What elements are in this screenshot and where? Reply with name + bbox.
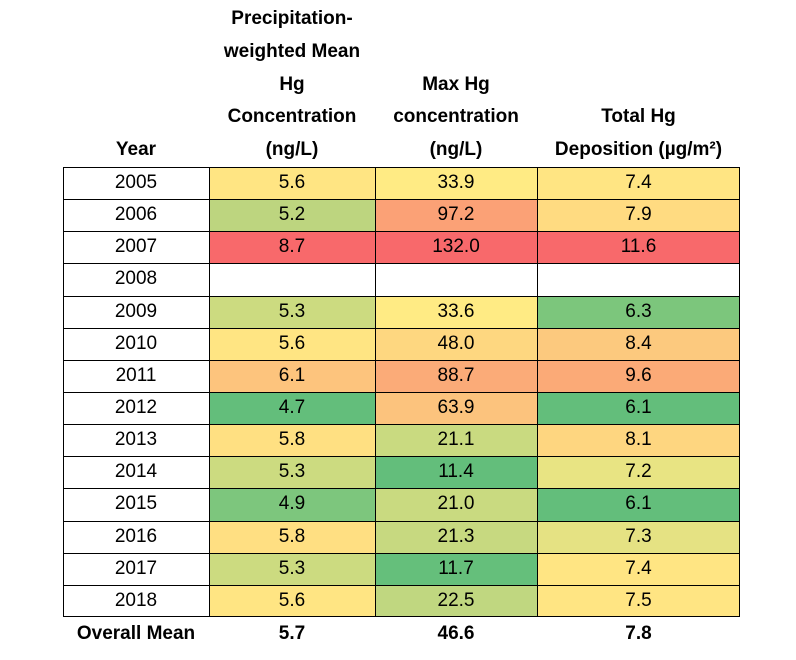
row-border [63,328,740,329]
deposition-cell: 11.6 [537,231,740,264]
mean-concentration-cell: 6.1 [209,359,375,392]
column-border [63,167,64,617]
year-cell: 2008 [114,268,158,290]
footer-max-value: 46.6 [437,623,475,644]
max-concentration-cell: 132.0 [375,231,537,264]
max-concentration-cell: 33.6 [375,295,537,328]
year-cell: 2016 [114,525,158,547]
mean-concentration-cell: 5.6 [209,167,375,200]
max-concentration-cell: 97.2 [375,199,537,232]
mean-concentration-cell: 5.2 [209,199,375,232]
mean-concentration-cell: 4.7 [209,392,375,425]
row-border [63,488,740,489]
column-border [537,167,538,617]
year-cell: 2017 [114,557,158,579]
row-border [63,231,740,232]
mean-concentration-cell: 5.6 [209,584,375,617]
year-cell: 2012 [114,397,158,419]
deposition-cell: 8.4 [537,327,740,360]
row-border [63,585,740,586]
row-border [63,521,740,522]
header-mean-concentration: Precipitation- weighted Mean Hg Concentr… [223,8,361,161]
max-concentration-cell: 33.9 [375,167,537,200]
row-border [63,456,740,457]
max-concentration-cell: 11.4 [375,456,537,489]
footer-mean-value: 5.7 [278,623,306,644]
year-cell: 2015 [114,493,158,515]
max-concentration-cell: 22.5 [375,584,537,617]
row-border [63,392,740,393]
year-cell: 2018 [114,589,158,611]
mean-concentration-cell [209,263,375,296]
row-border [63,424,740,425]
mean-concentration-cell: 5.8 [209,424,375,457]
deposition-cell [537,263,740,296]
header-max-concentration: Max Hg concentration (ng/L) [393,73,519,161]
deposition-cell: 7.2 [537,456,740,489]
max-concentration-cell: 88.7 [375,359,537,392]
deposition-cell: 9.6 [537,359,740,392]
mean-concentration-cell: 5.3 [209,552,375,585]
year-cell: 2014 [114,461,158,483]
row-border [63,553,740,554]
max-concentration-cell: 21.3 [375,520,537,553]
year-cell: 2011 [115,364,157,386]
deposition-cell: 6.1 [537,392,740,425]
row-border [63,199,740,200]
deposition-cell: 6.3 [537,295,740,328]
deposition-cell: 7.5 [537,584,740,617]
deposition-cell: 6.1 [537,488,740,521]
mean-concentration-cell: 5.3 [209,456,375,489]
mean-concentration-cell: 8.7 [209,231,375,264]
max-concentration-cell: 11.7 [375,552,537,585]
row-border [63,360,740,361]
year-cell: 2007 [114,236,158,258]
mean-concentration-cell: 5.8 [209,520,375,553]
deposition-cell: 7.4 [537,552,740,585]
deposition-cell: 8.1 [537,424,740,457]
footer-label: Overall Mean [76,623,196,644]
max-concentration-cell: 63.9 [375,392,537,425]
deposition-cell: 7.4 [537,167,740,200]
year-cell: 2009 [114,300,158,322]
max-concentration-cell: 21.1 [375,424,537,457]
mean-concentration-cell: 5.3 [209,295,375,328]
table-body: 2005 5.6 33.9 7.4 2006 5.2 97.2 7.9 2007 8.7 132.0… [63,167,740,617]
header-year: Year [115,139,157,161]
mean-concentration-cell: 4.9 [209,488,375,521]
footer-dep-value: 7.8 [625,623,652,644]
deposition-cell: 7.9 [537,199,740,232]
year-cell: 2010 [114,332,158,354]
column-border [375,167,376,617]
year-cell: 2006 [114,204,158,226]
max-concentration-cell: 48.0 [375,327,537,360]
column-border [739,167,740,617]
mean-concentration-cell: 5.6 [209,327,375,360]
column-border [209,167,210,617]
year-cell: 2005 [114,172,158,194]
row-border [63,167,740,168]
row-border [63,616,740,617]
row-border [63,296,740,297]
max-concentration-cell: 21.0 [375,488,537,521]
max-concentration-cell [375,263,537,296]
year-cell: 2013 [114,429,158,451]
deposition-cell: 7.3 [537,520,740,553]
row-border [63,263,740,264]
header-total-deposition: Total Hg Deposition (µg/m²) [554,106,723,161]
